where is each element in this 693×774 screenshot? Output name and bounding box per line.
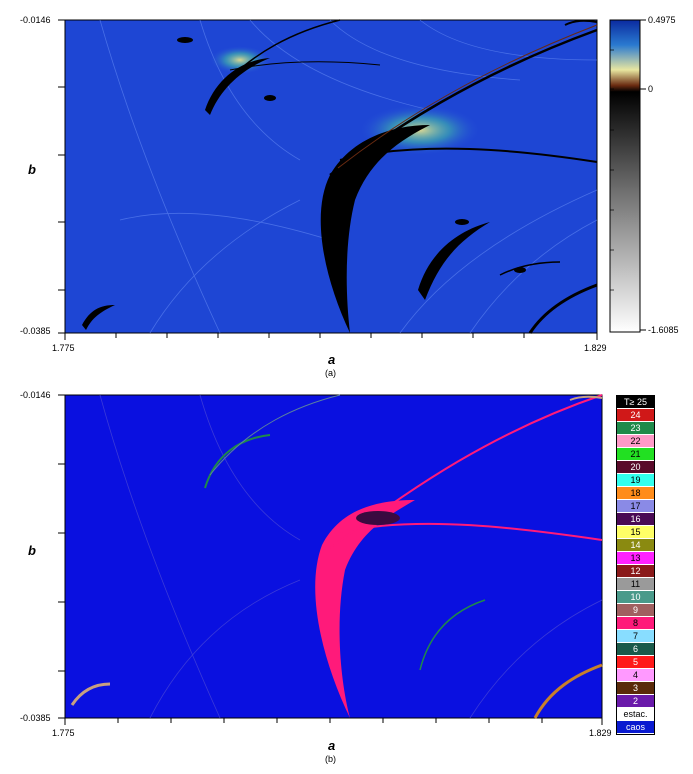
legend-entry: 20 <box>617 461 654 474</box>
period-cusp-shape <box>315 500 415 718</box>
legend-entry: 13 <box>617 552 654 565</box>
legend-entry: 19 <box>617 474 654 487</box>
panel-a-x-left-label: 1.775 <box>52 343 75 353</box>
panel-b-x-left-label: 1.775 <box>52 728 75 738</box>
panel-a-x-right-label: 1.829 <box>584 343 607 353</box>
legend-entry: 11 <box>617 578 654 591</box>
legend-entry: estac. <box>617 708 654 721</box>
legend-entry: 10 <box>617 591 654 604</box>
period-legend: T≥ 25 24 23 22 21 20 19 18 17 16 15 14 13 12 11 10 9 8 7 6 5… <box>616 395 655 735</box>
colorbar-mid-label: 0 <box>648 84 654 94</box>
legend-entry: 2 <box>617 695 654 708</box>
legend-entry: 9 <box>617 604 654 617</box>
panel-a-ylabel: b <box>28 162 36 177</box>
legend-entry: 3 <box>617 682 654 695</box>
legend-entry: 14 <box>617 539 654 552</box>
panel-a-y-bottom-label: -0.0385 <box>20 326 51 336</box>
legend-entry: 12 <box>617 565 654 578</box>
legend-entry: 18 <box>617 487 654 500</box>
legend-entry: 16 <box>617 513 654 526</box>
legend-entry: 21 <box>617 448 654 461</box>
legend-entry: 23 <box>617 422 654 435</box>
panel-b-caption: (b) <box>325 754 336 764</box>
panel-a-xlabel: a <box>328 352 336 367</box>
panel-b-xlabel: a <box>328 738 336 753</box>
main-cusp-shape <box>320 125 430 333</box>
legend-entry: 5 <box>617 656 654 669</box>
legend-entry: 6 <box>617 643 654 656</box>
panel-b-y-bottom-label: -0.0385 <box>20 713 51 723</box>
panel-b-ylabel: b <box>28 543 36 558</box>
legend-entry: T≥ 25 <box>617 396 654 409</box>
panel-a-caption: (a) <box>325 368 336 378</box>
colorbar-max-label: 0.4975 <box>648 15 676 25</box>
legend-entry: 4 <box>617 669 654 682</box>
legend-entry: 17 <box>617 500 654 513</box>
colorbar <box>609 19 641 333</box>
panel-a-y-top-label: -0.0146 <box>20 15 51 25</box>
legend-entry: 8 <box>617 617 654 630</box>
legend-entry: 7 <box>617 630 654 643</box>
legend-entry: 24 <box>617 409 654 422</box>
panel-b-x-right-label: 1.829 <box>589 728 612 738</box>
colorbar-min-label: -1.6085 <box>648 325 679 335</box>
legend-entry: 15 <box>617 526 654 539</box>
legend-entry: caos <box>617 721 654 734</box>
panel-b-y-top-label: -0.0146 <box>20 390 51 400</box>
legend-entry: 22 <box>617 435 654 448</box>
